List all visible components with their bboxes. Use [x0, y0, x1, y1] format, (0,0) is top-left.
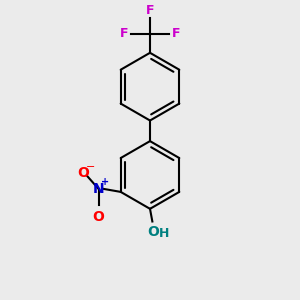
Text: O: O [77, 166, 88, 180]
Text: F: F [120, 27, 128, 40]
Text: N: N [93, 182, 104, 196]
Text: F: F [146, 4, 154, 17]
Text: H: H [159, 227, 169, 240]
Text: O: O [147, 225, 159, 239]
Text: +: + [101, 178, 109, 188]
Text: −: − [86, 162, 95, 172]
Text: F: F [172, 27, 180, 40]
Text: O: O [93, 210, 104, 224]
